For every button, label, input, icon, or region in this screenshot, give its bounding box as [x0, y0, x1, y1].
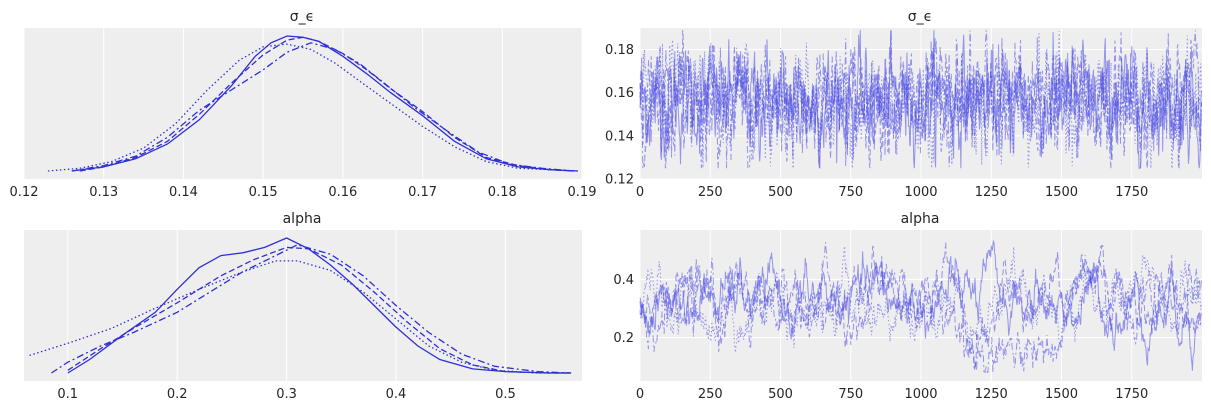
- y-tick-label: 0.4: [613, 273, 634, 288]
- kde-line-dashed: [79, 36, 575, 172]
- x-tick-label: 1750: [1115, 185, 1148, 200]
- trace-alpha-yticks: 0.2 0.4: [613, 273, 634, 346]
- y-tick-label: 0.16: [605, 86, 634, 101]
- trace-alpha-lines: [639, 240, 1202, 373]
- x-tick-label: 0.4: [386, 387, 407, 402]
- trace-sigma-title: σ_ϵ: [908, 9, 933, 25]
- x-tick-label: 250: [698, 387, 723, 402]
- x-tick-label: 250: [698, 185, 723, 200]
- kde-alpha-title: alpha: [283, 211, 322, 227]
- x-tick-label: 750: [838, 387, 863, 402]
- kde-sigma-lines: [47, 35, 579, 172]
- kde-sigma-title: σ_ϵ: [290, 9, 315, 25]
- x-tick-label: 1500: [1045, 185, 1078, 200]
- trace-alpha-title: alpha: [901, 211, 940, 227]
- trace-sigma-xticks: 0 250 500 750 1000 1250 1500 1750: [636, 185, 1148, 200]
- x-tick-label: 0.12: [10, 185, 39, 200]
- trace-panel-alpha: alpha 0 250 500 750 1000 1250 1500 1750 0.2 0.4: [613, 211, 1202, 402]
- trace-sigma-lines: [639, 30, 1202, 169]
- kde-line-dotted: [47, 43, 575, 172]
- x-tick-label: 0.13: [89, 185, 118, 200]
- trace-panel-sigma: σ_ϵ 0 250 500 750 1000 1250 1500 1750 0.120.140…: [605, 9, 1202, 200]
- trace-chain-2: [639, 245, 1202, 370]
- y-tick-label: 0.18: [605, 43, 634, 58]
- x-tick-label: 0.1: [57, 387, 78, 402]
- x-tick-label: 1250: [975, 185, 1008, 200]
- y-tick-label: 0.14: [605, 129, 634, 144]
- trace-chain-4: [639, 246, 1202, 353]
- trace-chain-3: [639, 242, 1202, 373]
- x-tick-label: 1000: [904, 387, 937, 402]
- x-tick-label: 0.5: [495, 387, 516, 402]
- trace-alpha-grid: [639, 230, 1202, 381]
- x-tick-label: 0.2: [167, 387, 188, 402]
- x-tick-label: 0.14: [169, 185, 198, 200]
- kde-panel-sigma: σ_ϵ 0.12 0.13 0.14 0.15 0.16 0.17 0.18 0.19: [10, 9, 597, 200]
- kde-alpha-plot-area: [24, 230, 582, 381]
- kde-line-dashed: [67, 246, 572, 374]
- x-tick-label: 0: [636, 185, 644, 200]
- trace-chain-3: [639, 30, 1202, 169]
- trace-alpha-xticks: 0 250 500 750 1000 1250 1500 1750: [636, 387, 1148, 402]
- x-tick-label: 0.15: [249, 185, 278, 200]
- y-tick-label: 0.2: [613, 331, 634, 346]
- kde-panel-alpha: alpha 0.1 0.2 0.3 0.4 0.5: [24, 211, 582, 402]
- trace-sigma-yticks: 0.12 0.14 0.16 0.18: [605, 43, 634, 187]
- x-tick-label: 0.17: [408, 185, 437, 200]
- x-tick-label: 1750: [1115, 387, 1148, 402]
- x-tick-label: 1000: [904, 185, 937, 200]
- x-tick-label: 0.3: [276, 387, 297, 402]
- trace-chain-4: [639, 31, 1202, 169]
- kde-alpha-lines: [29, 237, 572, 374]
- x-tick-label: 0: [636, 387, 644, 402]
- trace-chain-2: [639, 30, 1202, 169]
- kde-line-dashdot: [71, 42, 575, 172]
- x-tick-label: 750: [838, 185, 863, 200]
- x-tick-label: 1250: [975, 387, 1008, 402]
- kde-sigma-xticks: 0.12 0.13 0.14 0.15 0.16 0.17 0.18 0.19: [10, 185, 597, 200]
- x-tick-label: 0.19: [568, 185, 597, 200]
- y-tick-label: 0.12: [605, 173, 634, 188]
- x-tick-label: 0.16: [328, 185, 357, 200]
- kde-alpha-xticks: 0.1 0.2 0.3 0.4 0.5: [57, 387, 515, 402]
- trace-chain-1: [639, 30, 1202, 169]
- x-tick-label: 500: [768, 387, 793, 402]
- kde-sigma-plot-area: [24, 28, 582, 179]
- x-tick-label: 1500: [1045, 387, 1078, 402]
- x-tick-label: 0.18: [488, 185, 517, 200]
- x-tick-label: 500: [768, 185, 793, 200]
- kde-line-dashdot: [51, 244, 572, 374]
